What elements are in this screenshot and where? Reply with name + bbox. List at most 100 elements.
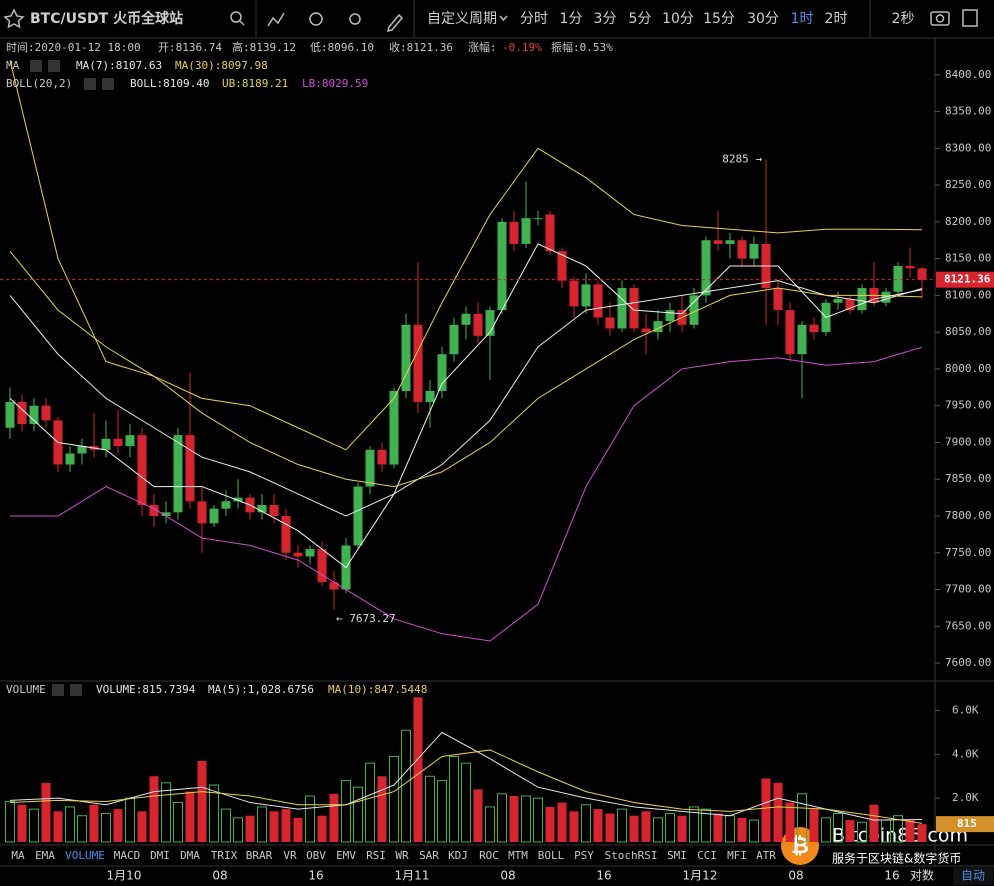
indicator-tab[interactable]: KDJ [448,849,468,862]
indicator-tab[interactable]: MACD [114,849,141,862]
candle-body [293,552,303,557]
candle-body [749,243,759,259]
candle-body [257,504,267,513]
candle-body [65,453,75,465]
indicator-tab[interactable]: SMI [667,849,687,862]
legend-button[interactable] [70,684,82,696]
indicator-tab[interactable]: ATR [756,849,776,862]
volume-bar [29,808,39,843]
candle-body [473,313,483,336]
price-tag [936,271,994,288]
screenshot-icon[interactable] [930,11,950,26]
period[interactable]: 3分 [594,11,617,27]
y-tick-label: 8000.00 [945,362,991,375]
axis-option[interactable]: 对数 [910,868,934,883]
favorite-icon[interactable] [3,8,25,29]
indicator-tab[interactable]: RSI [366,849,386,862]
legend-button[interactable] [84,78,96,90]
period-seconds[interactable]: 2秒 [892,11,915,27]
period[interactable]: 10分 [662,11,694,27]
custom-period[interactable]: 自定义周期 [427,11,497,27]
candle-body [905,265,915,269]
indicator-line [9,749,923,824]
indicator-icon[interactable] [267,12,285,27]
volume-bar [413,697,423,842]
candle-body [449,324,459,355]
candle-body [785,310,795,355]
indicator-tab[interactable]: OBV [306,849,326,862]
period[interactable]: 分时 [520,11,548,27]
candle-body [137,435,147,505]
legend-item: LB:8029.59 [302,77,368,90]
candle-body [569,280,579,307]
volume-bar [665,813,675,843]
period[interactable]: 15分 [703,11,735,27]
indicator-tab[interactable]: PSY [574,849,594,862]
y-tick-label: 8200.00 [945,215,991,228]
search-icon[interactable] [230,11,242,23]
period[interactable]: 30分 [747,11,779,27]
draw-icon[interactable] [386,13,404,33]
candle-body [173,435,183,513]
candle-body [401,324,411,391]
volume-bar [377,776,387,842]
legend-item: MA(10):847.5448 [328,683,427,696]
volume-bar [269,811,279,842]
indicator-tab[interactable]: BRAR [246,849,273,862]
indicator-tab[interactable]: EMA [35,849,55,862]
settings-icon[interactable] [309,12,323,26]
indicator-tab[interactable]: VOLUME [65,849,105,862]
indicator-tab[interactable]: TRIX [211,849,238,862]
legend-button[interactable] [52,684,64,696]
axis-option[interactable]: 自动 [961,869,985,883]
watermark-logo-mark: ₿ [791,834,809,859]
indicator-tab[interactable]: BOLL [538,849,565,862]
period[interactable]: 1分 [560,11,583,27]
legend-button[interactable] [30,60,42,72]
candle-body [557,251,567,281]
indicator-tab[interactable]: StochRSI [605,849,658,862]
fullscreen-icon[interactable] [962,9,978,27]
period[interactable]: 5分 [629,11,652,27]
indicator-tab[interactable]: EMV [336,849,356,862]
volume-bar [749,819,759,843]
indicator-tab[interactable]: SAR [419,849,439,862]
candle-body [281,516,291,553]
y-tick-label: 7600.00 [945,656,991,669]
candle-body [497,221,507,311]
volume-bar [845,820,855,842]
indicator-tab[interactable]: MFI [727,849,747,862]
candle-body [305,549,315,557]
indicator-tab[interactable]: DMI [150,849,170,862]
indicator-tab[interactable]: ROC [479,849,499,862]
theme-icon[interactable] [349,13,361,25]
legend-item: BOLL:8109.40 [130,77,209,90]
indicator-tab[interactable]: MA [11,849,25,862]
volume-bar [509,795,519,842]
volume-bar [461,762,471,843]
indicator-tab[interactable]: WR [395,849,409,862]
legend-button[interactable] [102,78,114,90]
period[interactable]: 1时 [791,11,814,27]
candle-body [221,501,231,509]
indicator-tab[interactable]: MTM [508,849,528,862]
y-tick-label: 7700.00 [945,583,991,596]
period[interactable]: 2时 [825,11,848,27]
indicator-tab[interactable]: VR [283,849,297,862]
legend-item: UB:8189.21 [222,77,288,90]
candle-body [437,354,447,391]
candle-body [413,324,423,403]
candle-body [593,284,603,318]
volume-bar [581,804,591,843]
volume-bar [713,813,723,842]
volume-bar [689,806,699,843]
indicator-tab[interactable]: CCI [697,849,717,862]
periods: 分时 1分 3分 5分 10分 15分 30分 1时 2时 [520,11,847,27]
candle-body [605,317,615,329]
y-tick-label: 7750.00 [945,546,991,559]
indicator-tab[interactable]: DMA [180,849,200,862]
y-tick-label: 8400.00 [945,68,991,81]
candle-body [581,284,591,307]
amplitude: 振幅:0.53% [551,40,613,54]
legend-button[interactable] [48,60,60,72]
